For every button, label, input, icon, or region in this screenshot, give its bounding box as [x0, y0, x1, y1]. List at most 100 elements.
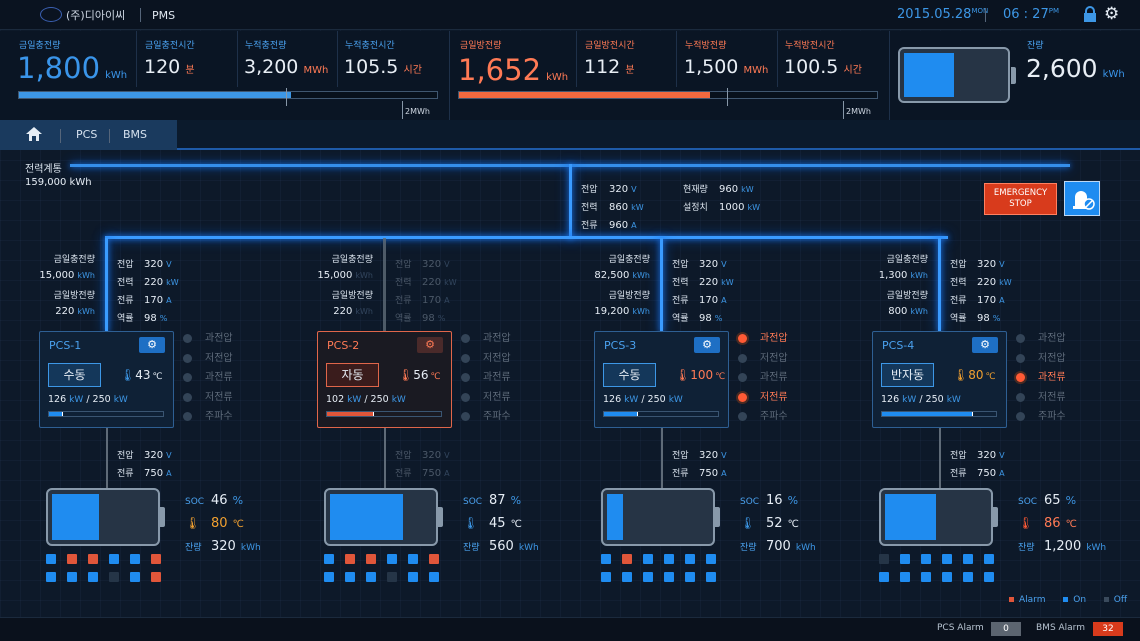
measurement-row: 역률 98%	[950, 313, 1001, 324]
bms-status: SOC 16 % 🌡 52 ℃ 잔량 700 kWh	[740, 489, 816, 558]
soc-row: SOC 65 %	[1018, 493, 1077, 508]
divider	[676, 31, 677, 87]
charge-today-label: 금일충전량	[886, 255, 928, 265]
measurement-row: 전류 750 A	[117, 468, 172, 479]
alarm-indicator-icon	[738, 412, 747, 421]
alarm-indicator-icon	[1016, 392, 1025, 402]
nav-tab-bms[interactable]: BMS	[123, 128, 148, 141]
bms-cell-indicator	[664, 572, 674, 582]
alarm-item: 과전류	[1016, 368, 1066, 388]
pcs-power-bar	[603, 411, 719, 417]
pcs-measurements: 전압 320 V 전력 220 kW 전류 170 A 역률 98%	[672, 252, 734, 324]
discharge-today-value: 220 kWh	[55, 306, 95, 317]
pcs-bus-line	[105, 236, 948, 239]
battery-cap	[715, 507, 720, 527]
charge-total-time-value: 105.5 시간	[344, 56, 422, 78]
pcs-feeder-line	[383, 238, 386, 333]
pcs-power-readout: 126 kW / 250 kW	[48, 394, 128, 405]
bms-cell-indicator	[706, 554, 716, 564]
pcs-power-fill	[49, 412, 63, 416]
bms-battery-icon	[601, 488, 715, 546]
pcs-settings-gear-icon[interactable]: ⚙	[694, 337, 720, 353]
measurement-row: 전압 320 V	[117, 259, 172, 270]
bms-cell-indicator	[46, 572, 56, 582]
thermometer-icon: 🌡	[463, 516, 479, 530]
thermometer-icon: 🌡	[398, 368, 414, 382]
pcs-mode-button[interactable]: 수동	[603, 363, 656, 387]
bms-cell-indicator	[109, 572, 119, 582]
pcs-alarm-count[interactable]: 0	[991, 622, 1021, 636]
bms-cell-indicator	[151, 554, 161, 564]
dc-measurements: 전압 320 V 전류 750 A	[950, 443, 1005, 479]
measurement-row: 전압 320 V	[395, 450, 450, 461]
divider	[237, 31, 238, 87]
pcs-power-fill	[327, 412, 374, 416]
discharge-today-label: 금일방전량	[53, 291, 95, 301]
pcs-alarm-list: 과전압 저전압 과전류 저전류 주파수	[738, 329, 788, 427]
pcs-feeder-line	[938, 238, 941, 333]
alarm-item: 과전압	[738, 329, 788, 349]
alarm-item: 저전압	[1016, 349, 1066, 369]
pcs-energy-stats: 금일충전량 1,300 kWh 금일방전량 800 kWh	[858, 252, 928, 324]
pcs-mode-button[interactable]: 반자동	[881, 363, 934, 387]
pcs-mode-button[interactable]: 수동	[48, 363, 101, 387]
bms-cell-indicator	[345, 572, 355, 582]
company-logo-text: (주)디아이씨	[66, 9, 126, 22]
bms-temp-row: 🌡 80 ℃	[185, 516, 244, 531]
date-display: 2015.05.28MON	[897, 7, 989, 22]
discharge-time-value: 112 분	[584, 56, 635, 78]
pcs-power-bar	[881, 411, 997, 417]
alarm-item: 저전압	[461, 349, 511, 369]
pcs-settings-gear-icon[interactable]: ⚙	[972, 337, 998, 353]
discharge-today-value: 800 kWh	[888, 306, 928, 317]
alarm-item: 저전류	[1016, 388, 1066, 408]
battery-cap	[160, 507, 165, 527]
bms-cell-indicator	[942, 572, 952, 582]
limit-tick	[843, 101, 844, 119]
home-icon[interactable]	[25, 126, 43, 142]
bms-cell-indicator	[622, 554, 632, 564]
remaining-value: 2,600 kWh	[1026, 54, 1125, 83]
lock-icon[interactable]	[1083, 6, 1097, 22]
bms-cell-indicator	[88, 554, 98, 564]
charge-today-value: 15,000 kWh	[39, 270, 95, 281]
bms-cell-indicator	[643, 554, 653, 564]
discharge-today-label: 금일방전량	[608, 291, 650, 301]
nav-tab-pcs[interactable]: PCS	[76, 128, 98, 141]
soc-row: SOC 16 %	[740, 493, 799, 508]
pcs-measurements: 전압 320 V 전력 220 kW 전류 170 A 역률 98%	[950, 252, 1012, 324]
pcs-mode-button[interactable]: 자동	[326, 363, 379, 387]
discharge-today-label: 금일방전량	[331, 291, 373, 301]
charge-progress-fill	[19, 92, 291, 98]
pcs-feeder-line	[105, 238, 108, 333]
bms-alarm-count[interactable]: 32	[1093, 622, 1123, 636]
alarm-indicator-icon	[738, 334, 747, 343]
pcs-settings-gear-icon[interactable]: ⚙	[139, 337, 165, 353]
bms-cell-indicator	[408, 554, 418, 564]
charge-today-value: 82,500 kWh	[594, 270, 650, 281]
charge-total-time-label: 누적충전시간	[345, 41, 395, 51]
bms-battery-icon	[46, 488, 160, 546]
discharge-total-time-label: 누적방전시간	[785, 41, 835, 51]
alarm-indicator-icon	[461, 353, 470, 363]
pcs-card: PCS-3 ⚙ 수동 🌡100 ℃ 126 kW / 250 kW	[594, 331, 729, 428]
bms-cell-indicator	[67, 572, 77, 582]
bms-cell-indicator	[643, 572, 653, 582]
bms-cell-indicator	[664, 554, 674, 564]
bms-battery-fill	[330, 494, 404, 540]
measurement-row: 전류 170 A	[950, 295, 1005, 306]
pcs-settings-gear-icon[interactable]: ⚙	[417, 337, 443, 353]
alarm-mute-button[interactable]	[1064, 181, 1100, 216]
emergency-stop-button[interactable]: EMERGENCY STOP	[984, 183, 1057, 215]
alarm-indicator-icon	[1016, 334, 1025, 343]
settings-gear-icon[interactable]: ⚙	[1104, 4, 1120, 24]
alarm-item: 저전류	[183, 388, 233, 408]
bms-battery-fill	[52, 494, 99, 540]
bms-cell-indicator	[942, 554, 952, 564]
pcs-alarm-label: PCS Alarm	[937, 623, 984, 633]
alarm-indicator-icon	[1016, 373, 1025, 382]
thermometer-icon: 🌡	[953, 368, 969, 382]
bms-cell-indicator	[601, 554, 611, 564]
bms-cell-indicator	[900, 554, 910, 564]
divider	[60, 129, 61, 143]
